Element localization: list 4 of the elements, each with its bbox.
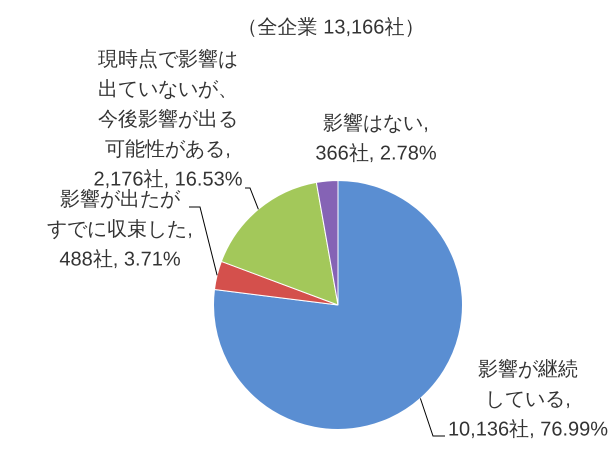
slice-label: 影響が継続している, 10,136社, 76.99% [448,358,608,441]
slice-label: 影響はない, 366社, 2.78% [315,112,437,165]
chart-title: （全企業 13,166社） [238,16,424,39]
slice-label: 影響が出たがすでに収束した, 488社, 3.71% [47,188,193,271]
